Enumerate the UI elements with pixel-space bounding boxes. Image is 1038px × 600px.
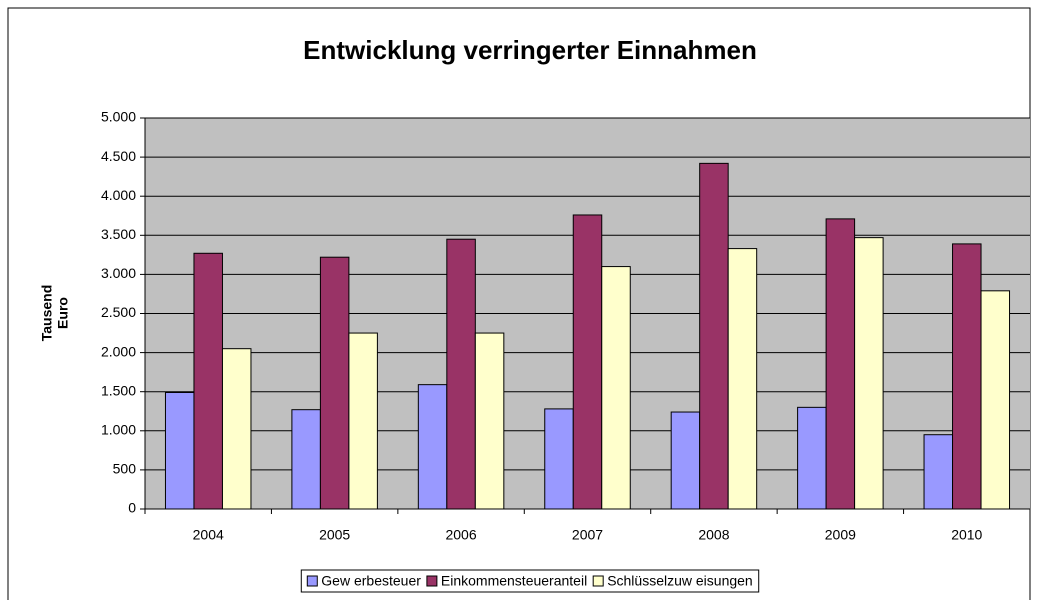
y-tick-label: 1.500 [101, 382, 136, 398]
x-tick-label: 2008 [698, 527, 729, 543]
bar [446, 238, 476, 510]
x-tick-label: 2010 [951, 527, 982, 543]
legend-label: Schlüsselzuw eisungen [607, 573, 753, 589]
y-tick-label: 2.000 [101, 343, 136, 359]
legend-swatch [306, 575, 318, 587]
bar [417, 384, 448, 510]
x-tick-label: 2006 [445, 527, 476, 543]
x-tick-label: 2004 [193, 527, 224, 543]
legend-swatch [592, 575, 604, 587]
bar [670, 411, 701, 510]
y-tick-label: 3.500 [101, 226, 136, 242]
bar [980, 290, 1011, 510]
x-tick-label: 2005 [319, 527, 350, 543]
x-tick-label: 2009 [825, 527, 856, 543]
y-tick-label: 3.000 [101, 265, 136, 281]
bar [164, 391, 195, 510]
bar [923, 434, 954, 510]
legend-box [300, 569, 760, 593]
y-tick-label: 1.000 [101, 422, 136, 438]
legend-label: Einkommensteueranteil [441, 573, 587, 589]
y-tick-label: 5.000 [101, 109, 136, 125]
bar [572, 214, 603, 510]
y-tick-label: 4.500 [101, 148, 136, 164]
bar [221, 348, 252, 510]
bar [797, 406, 827, 510]
bar [699, 162, 729, 510]
y-axis-label: Tausend [39, 285, 55, 342]
bar [952, 243, 982, 510]
bar [825, 218, 856, 510]
legend-swatch [426, 575, 438, 587]
legend-label: Gew erbesteuer [321, 573, 421, 589]
bar [727, 248, 758, 510]
bar [291, 409, 321, 510]
chart-title: Entwicklung verringerter Einnahmen [303, 35, 757, 65]
y-tick-label: 4.000 [101, 187, 136, 203]
y-tick-label: 2.500 [101, 304, 136, 320]
bar [601, 266, 631, 510]
bar [348, 332, 378, 510]
bar [319, 256, 350, 510]
x-tick-label: 2007 [572, 527, 603, 543]
y-axis-label: Euro [55, 297, 71, 329]
y-tick-label: 500 [113, 461, 137, 477]
bar [854, 237, 884, 510]
bar [544, 408, 574, 510]
y-tick-label: 0 [128, 500, 136, 516]
bar [193, 252, 223, 510]
bar [474, 332, 505, 510]
